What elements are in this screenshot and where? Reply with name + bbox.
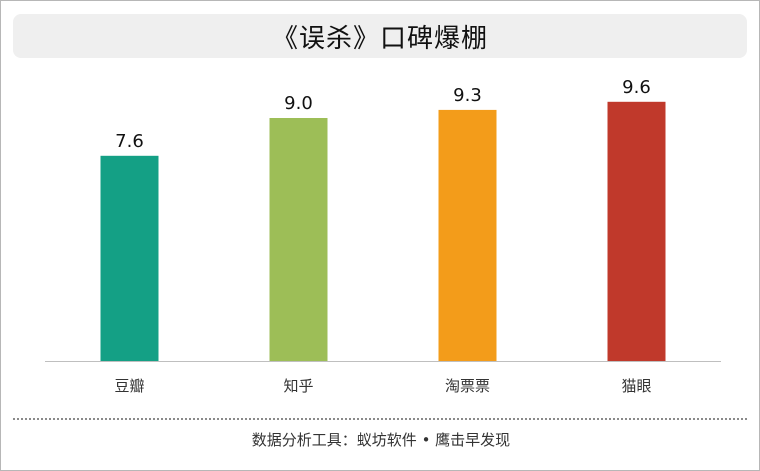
bar-3 xyxy=(438,109,497,362)
category-label-3: 淘票票 xyxy=(445,377,490,395)
chart-title: 《误杀》口碑爆棚 xyxy=(271,23,488,54)
bar-2 xyxy=(269,118,328,361)
bar-chart: 7.6 豆瓣 9.0 知乎 9.3 淘票票 9.6 猫眼 xyxy=(45,77,721,395)
value-label-4: 9.6 xyxy=(622,77,651,98)
bar-1 xyxy=(100,155,159,361)
bar-4 xyxy=(607,101,666,362)
value-label-1: 7.6 xyxy=(115,131,144,152)
value-label-2: 9.0 xyxy=(284,93,313,114)
category-label-2: 知乎 xyxy=(283,377,313,395)
category-label-4: 猫眼 xyxy=(621,377,651,395)
dotted-divider xyxy=(13,418,747,420)
title-bar: 《误杀》口碑爆棚 xyxy=(13,14,747,58)
source-footer: 数据分析工具：蚁坊软件 • 鹰击早发现 xyxy=(251,431,511,449)
value-label-3: 9.3 xyxy=(453,85,482,106)
category-label-1: 豆瓣 xyxy=(114,377,144,395)
